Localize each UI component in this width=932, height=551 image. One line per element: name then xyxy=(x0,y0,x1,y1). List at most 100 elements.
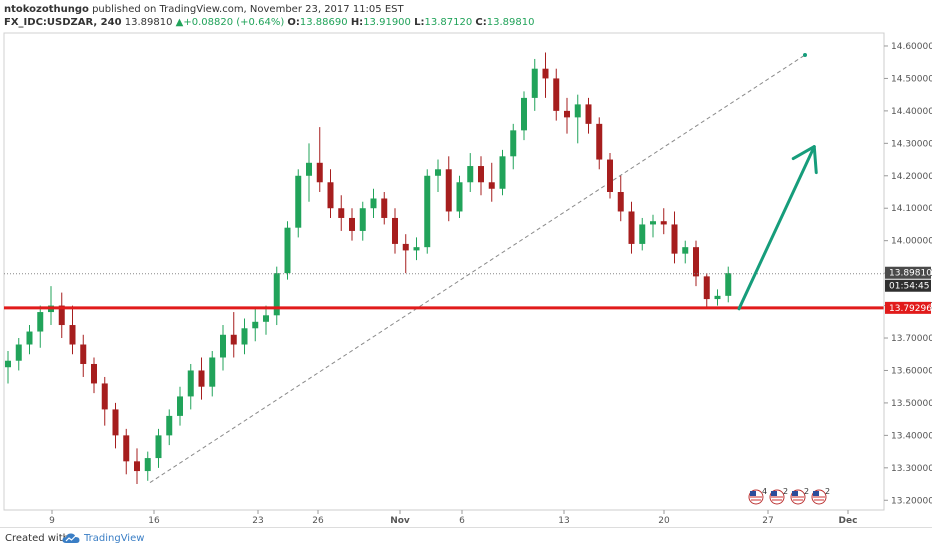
candle-body xyxy=(69,325,76,345)
candle-body xyxy=(58,305,65,326)
high-value: 13.91900 xyxy=(363,17,411,28)
last-price-tag xyxy=(885,266,931,279)
time-tick-label: Nov xyxy=(390,516,410,526)
event-count-badge: 4 xyxy=(762,487,767,496)
candle-body xyxy=(252,321,259,329)
flag-canton xyxy=(813,491,819,496)
price-tick-label: 13.30000 xyxy=(891,464,932,474)
trend-anchor-point xyxy=(803,52,807,57)
axes: 14.60000 14.50000 14.40000 14.30000 14.20000… xyxy=(4,33,932,526)
candle-body xyxy=(230,334,237,345)
flag-canton xyxy=(771,491,777,496)
created-with-text: Created with xyxy=(5,533,69,544)
candles xyxy=(5,52,732,485)
candle-body xyxy=(220,334,226,358)
candle-body xyxy=(101,383,108,410)
candle-body xyxy=(660,221,667,225)
time-tick-label: 16 xyxy=(148,516,160,526)
candle-body xyxy=(714,295,721,300)
tradingview-cloud-icon xyxy=(62,533,80,543)
candle-body xyxy=(456,182,463,212)
open-value: 13.88690 xyxy=(299,17,348,28)
up-triangle-icon: ▲ xyxy=(175,17,184,28)
countdown-tag xyxy=(885,279,931,292)
fib-trend-line xyxy=(149,52,807,484)
candle-body xyxy=(91,363,97,384)
time-tick-label: Dec xyxy=(839,516,858,526)
candle-body xyxy=(402,243,409,251)
price-tick-label: 13.50000 xyxy=(891,399,932,409)
candle-body xyxy=(671,224,678,254)
published-text: published on TradingView.com, November 2… xyxy=(88,4,404,15)
candle-body xyxy=(725,273,732,296)
candle-body xyxy=(521,97,527,131)
candle-body xyxy=(596,123,603,160)
candle-body xyxy=(693,247,699,277)
candle-body xyxy=(177,396,183,416)
candle-body xyxy=(284,227,291,274)
candle-body xyxy=(80,344,87,364)
author-link[interactable]: ntokozothungo xyxy=(4,4,89,15)
economic-events[interactable]: 4 2 2 2 xyxy=(748,487,830,505)
change-text: +0.08820 (+0.64%) xyxy=(183,17,285,28)
candle-body xyxy=(585,104,592,124)
candle-body xyxy=(359,208,366,231)
candle-body xyxy=(478,166,484,183)
ohlc-line: FX_IDC:USDZAR, 240 13.89810 ▲+0.08820 (+… xyxy=(4,17,534,28)
candle-body xyxy=(682,247,689,254)
price-tick-label: 13.40000 xyxy=(891,431,932,441)
publish-line: ntokozothungo published on TradingView.c… xyxy=(4,4,404,15)
candle-body xyxy=(327,182,334,209)
price-grid xyxy=(3,32,885,511)
time-tick-label: 23 xyxy=(252,516,263,526)
price-tick-label: 14.60000 xyxy=(891,42,932,52)
candle-body xyxy=(5,360,11,368)
candle-body xyxy=(166,415,173,436)
candle-body xyxy=(144,458,151,472)
price-tick-label: 13.20000 xyxy=(891,496,932,506)
candle-body xyxy=(338,208,345,218)
candle-body xyxy=(628,211,635,244)
candle-body xyxy=(542,68,549,79)
price-tick-label: 14.50000 xyxy=(891,74,932,84)
candle-body xyxy=(306,162,312,176)
price-tick-label: 13.70000 xyxy=(891,334,932,344)
candle-body xyxy=(564,110,570,118)
price-tick-label: 13.60000 xyxy=(891,366,932,376)
candle-body xyxy=(123,435,130,462)
candle-body xyxy=(617,192,624,212)
event-count-badge: 2 xyxy=(825,487,830,496)
close-label: C: xyxy=(475,17,487,28)
trend-dashed-line xyxy=(149,54,806,484)
candle-body xyxy=(273,273,280,316)
candle-body xyxy=(639,224,646,244)
time-tick-label: 9 xyxy=(49,516,55,526)
time-tick-label: 20 xyxy=(658,516,670,526)
candle-body xyxy=(370,198,377,209)
candle-body xyxy=(316,162,323,183)
candle-body xyxy=(703,276,710,300)
close-value: 13.89810 xyxy=(486,17,535,28)
footer: Created with TradingView xyxy=(0,527,932,551)
candle-body xyxy=(499,156,506,189)
last-price-text: 13.89810 xyxy=(124,17,173,28)
candle-body xyxy=(155,435,162,459)
price-tick-label: 14.20000 xyxy=(891,172,932,182)
candle-body xyxy=(553,78,560,111)
candle-body xyxy=(413,247,420,251)
candle-body xyxy=(435,169,441,176)
price-chart[interactable]: 0(14.57227)0.236(14.26126)0.382(14.06886… xyxy=(0,0,932,527)
candle-body xyxy=(650,221,656,225)
high-label: H: xyxy=(350,17,364,28)
countdown-tag-text: 01:54:45 xyxy=(889,282,929,292)
candle-body xyxy=(112,409,119,436)
candle-body xyxy=(349,217,355,231)
open-label: O: xyxy=(287,17,300,28)
tradingview-link[interactable]: TradingView xyxy=(84,533,145,544)
symbol-label[interactable]: FX_IDC:USDZAR, 240 xyxy=(4,17,122,28)
time-tick-label: 6 xyxy=(459,516,465,526)
candle-body xyxy=(209,357,216,387)
candle-body xyxy=(295,175,302,228)
arrow-shaft xyxy=(737,145,816,311)
price-tick-label: 14.00000 xyxy=(891,237,932,247)
